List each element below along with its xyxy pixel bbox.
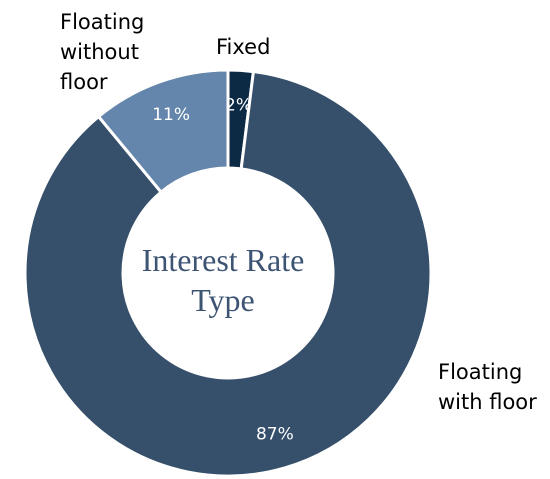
value-label: 11% — [152, 105, 190, 125]
slice — [96, 68, 230, 195]
chart-title: Interest Rate Type — [141, 242, 305, 318]
category-label: Floating with floor — [438, 360, 537, 414]
category-label: Floating without floor — [60, 10, 145, 94]
value-label: 87% — [256, 424, 294, 444]
slice — [23, 69, 433, 478]
value-label: 2% — [225, 95, 252, 115]
category-label: Fixed — [216, 35, 271, 59]
